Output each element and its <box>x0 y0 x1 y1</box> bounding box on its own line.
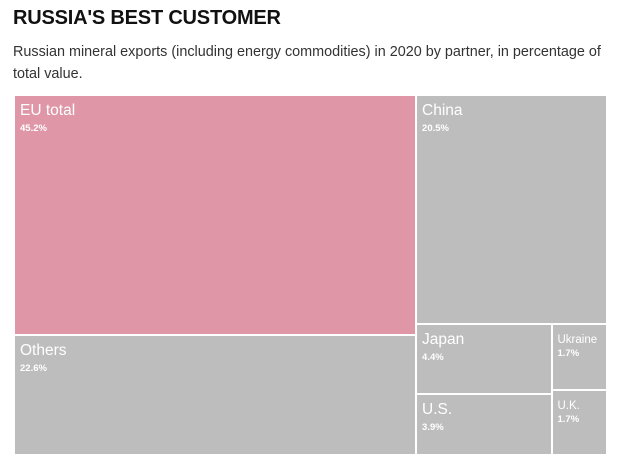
treemap-cell-japan: Japan 4.4% <box>416 324 552 394</box>
treemap-cell-value: 3.9% <box>422 421 444 433</box>
treemap-cell-label: China <box>422 102 463 119</box>
treemap-cell-value: 4.4% <box>422 352 444 364</box>
treemap-cell-value: 20.5% <box>422 123 449 134</box>
treemap-cell-u-k: U.K. 1.7% <box>551 389 607 455</box>
treemap-cell-ukraine: Ukraine 1.7% <box>551 324 607 390</box>
treemap-cell-u-s: U.S. 3.9% <box>416 393 552 455</box>
treemap-cell-value: 22.6% <box>20 363 47 374</box>
treemap-cell-label: Others <box>20 342 67 359</box>
treemap-cell-china: China 20.5% <box>416 95 607 325</box>
treemap-cell-eu-total: EU total 45.2% <box>14 95 417 335</box>
treemap-cell-label: Japan <box>422 331 465 349</box>
treemap-cell-label: Ukraine <box>557 334 598 347</box>
chart-title: RUSSIA'S BEST CUSTOMER <box>13 7 281 29</box>
treemap-cell-label: U.S. <box>422 400 453 418</box>
treemap-cell-others: Others 22.6% <box>14 335 417 455</box>
treemap-cell-label: EU total <box>20 102 76 119</box>
chart-subtitle: Russian mineral exports (including energ… <box>13 44 601 82</box>
treemap-cell-value: 45.2% <box>20 123 47 134</box>
treemap-cell-value: 1.7% <box>557 348 580 360</box>
treemap-cell-value: 1.7% <box>557 413 580 425</box>
treemap-cell-label: U.K. <box>557 399 580 412</box>
